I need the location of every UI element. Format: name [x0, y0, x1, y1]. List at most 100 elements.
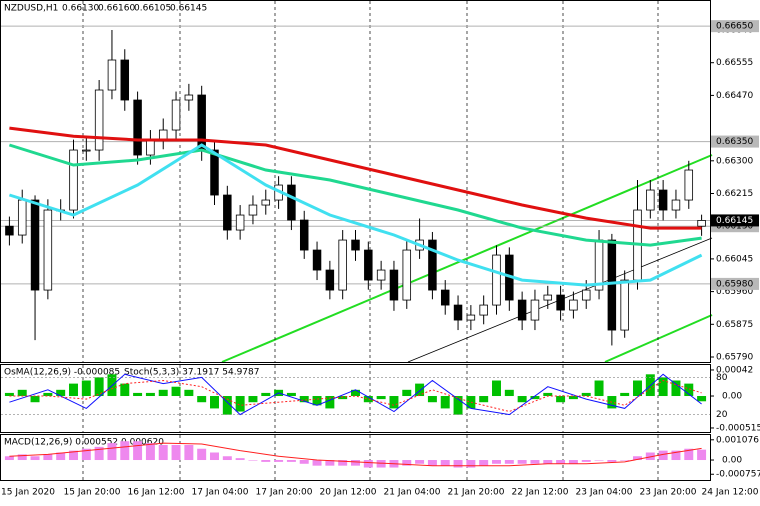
candle-body: [5, 225, 14, 236]
osma-bar: [4, 392, 14, 397]
osma-bar: [543, 392, 553, 397]
osma-bar: [479, 396, 489, 403]
x-tick-label: 16 Jan 12:00: [128, 488, 185, 498]
macd-bar: [402, 460, 412, 466]
macd-bar: [363, 460, 373, 468]
osma-bar: [568, 396, 578, 400]
macd-bar: [133, 441, 143, 461]
macd-bar: [415, 460, 425, 464]
candle-body: [235, 214, 245, 231]
candle-body: [30, 199, 40, 291]
osma-bar: [402, 389, 412, 397]
osma-bar: [158, 389, 168, 397]
candle-body: [120, 59, 130, 101]
macd-bar: [517, 460, 527, 464]
osma-bar: [299, 396, 309, 403]
osma-bar: [440, 396, 450, 409]
osma-bar: [504, 389, 514, 397]
moving-average: [9, 126, 702, 230]
candle-body: [428, 239, 437, 291]
osma-bar: [81, 380, 91, 397]
macd-bar: [594, 460, 604, 461]
candle-body: [646, 189, 655, 211]
macd-bar: [94, 446, 104, 461]
x-tick-label: 21 Jan 20:00: [448, 488, 505, 498]
candle-body: [364, 249, 373, 281]
level-label: 0.66650: [716, 22, 753, 32]
macd-panel: [0, 434, 711, 481]
macd-bar: [492, 460, 501, 464]
candle-body: [684, 169, 694, 201]
macd-bar: [376, 460, 386, 468]
macd-tick-label: 0.00: [722, 456, 742, 466]
macd-bar: [453, 460, 463, 468]
osma-bar: [56, 389, 66, 397]
osma-bar: [427, 396, 437, 403]
candle-body: [223, 194, 232, 231]
macd-bar: [466, 460, 476, 468]
macd-bar: [210, 452, 219, 461]
candle-body: [607, 239, 617, 331]
macd-bar: [30, 456, 40, 461]
candle-body: [351, 239, 360, 251]
macd-tick-label: 0.001076: [716, 435, 759, 445]
macd-bar: [235, 458, 245, 461]
candle-body: [671, 199, 681, 211]
osma-panel: [0, 364, 711, 433]
macd-bar: [145, 443, 155, 461]
osma-bar: [415, 383, 425, 397]
osma-bar: [312, 396, 322, 406]
candle-body: [338, 239, 347, 291]
macd-bar: [158, 444, 168, 461]
moving-average: [8, 143, 702, 247]
macd-bar: [479, 460, 489, 466]
x-tick-label: 15 Jan 2020: [1, 488, 55, 498]
candle-body: [248, 204, 258, 216]
osma-bar: [197, 396, 207, 403]
osma-bar: [671, 380, 681, 397]
macd-bar: [351, 460, 360, 466]
macd-bar: [274, 460, 284, 462]
macd-bar: [338, 460, 348, 466]
osma-tick-label: -0.000515: [716, 423, 760, 433]
candle-body: [82, 149, 91, 152]
macd-bar: [427, 460, 437, 466]
osma-bar: [145, 392, 155, 397]
macd-bar: [299, 460, 309, 464]
candle-body: [184, 94, 194, 101]
macd-tick-label: -0.000757: [716, 470, 760, 480]
osma-bar: [325, 396, 335, 409]
macd-bar: [56, 452, 66, 461]
candle-body: [299, 219, 309, 251]
candle-body: [466, 314, 476, 321]
osma-bar: [235, 396, 245, 412]
y-tick-label: 0.65960: [716, 287, 753, 297]
candle-body: [107, 59, 117, 91]
y-tick-label: 0.66045: [716, 254, 753, 264]
trend-line: [604, 314, 713, 363]
macd-signal: [9, 442, 702, 467]
osma-bar: [363, 396, 373, 403]
ohlc-value: 0.66160: [98, 4, 135, 14]
level-label: 0.65980: [716, 279, 753, 289]
osma-bar: [684, 383, 694, 397]
stoch-tick-label: 20: [716, 410, 728, 420]
symbol-label: NZDUSD,H1: [4, 4, 58, 14]
candle-body: [569, 299, 578, 311]
osma-bar: [94, 377, 104, 397]
x-tick-label: 23 Jan 04:00: [576, 488, 633, 498]
macd-bar: [530, 460, 540, 464]
macd-bar: [248, 460, 258, 461]
macd-bar: [504, 460, 514, 464]
osma-bar: [261, 392, 271, 397]
candle-body: [440, 289, 450, 306]
osma-bar: [17, 389, 27, 397]
macd-bar: [171, 444, 181, 461]
osma-bar: [30, 396, 40, 403]
x-tick-label: 24 Jan 12:00: [702, 488, 759, 498]
macd-bar: [222, 456, 232, 461]
y-tick-label: 0.65875: [716, 320, 753, 330]
candle-body: [479, 304, 488, 316]
candle-body: [581, 289, 591, 301]
